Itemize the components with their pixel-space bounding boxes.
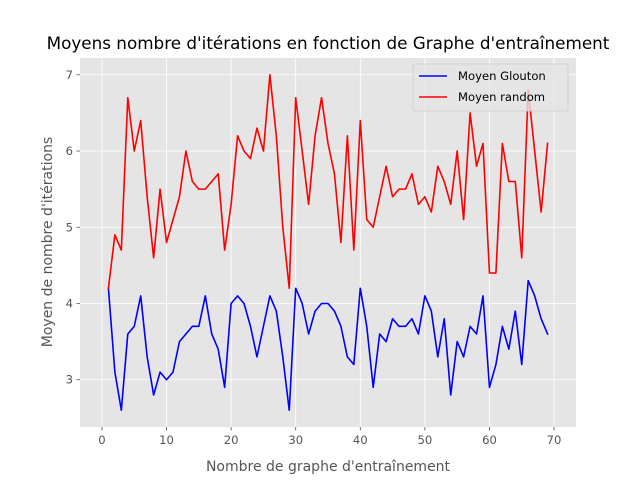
y-tick-label: 6 — [66, 144, 73, 158]
series-line-glouton — [107, 279, 549, 412]
x-tick-label: 60 — [482, 433, 497, 447]
series-layer — [107, 73, 549, 412]
y-axis-label: Moyen de nombre d'itérations — [40, 137, 56, 347]
x-tick-label: 70 — [547, 433, 562, 447]
legend: Moyen Glouton Moyen random — [412, 63, 569, 112]
x-axis-label: Nombre de graphe d'entraînement — [206, 459, 451, 475]
y-ticks: 3 4 5 6 7 — [66, 68, 80, 387]
legend-label-glouton: Moyen Glouton — [458, 69, 546, 83]
legend-box — [412, 63, 569, 112]
x-ticks: 0 10 20 30 40 50 60 70 — [98, 427, 561, 447]
y-tick-label: 3 — [66, 373, 73, 387]
x-tick-label: 0 — [98, 433, 105, 447]
x-tick-label: 20 — [224, 433, 239, 447]
x-tick-label: 50 — [417, 433, 432, 447]
chart-title: Moyens nombre d'itérations en fonction d… — [47, 33, 610, 53]
y-tick-label: 4 — [66, 296, 73, 310]
x-tick-label: 10 — [159, 433, 174, 447]
x-tick-label: 40 — [353, 433, 368, 447]
series-line-random — [107, 73, 549, 290]
y-tick-label: 5 — [66, 220, 73, 234]
plot-area — [80, 58, 576, 427]
y-tick-label: 7 — [66, 68, 73, 82]
x-tick-label: 30 — [288, 433, 303, 447]
legend-label-random: Moyen random — [458, 90, 545, 104]
